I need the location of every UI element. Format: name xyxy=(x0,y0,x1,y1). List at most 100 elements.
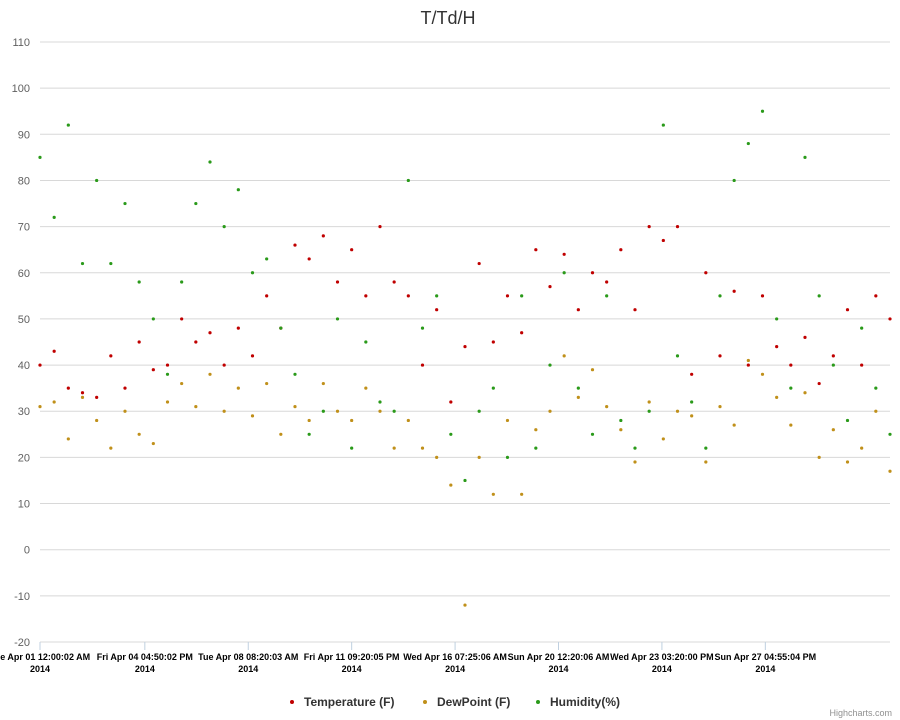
data-point[interactable] xyxy=(180,280,184,284)
data-point[interactable] xyxy=(845,460,850,464)
data-point[interactable] xyxy=(38,155,42,159)
data-point[interactable] xyxy=(406,294,410,298)
data-point[interactable] xyxy=(661,238,665,243)
data-point[interactable] xyxy=(208,160,212,164)
data-point[interactable] xyxy=(647,400,651,404)
data-point[interactable] xyxy=(420,326,425,330)
data-point[interactable] xyxy=(860,326,864,330)
data-point[interactable] xyxy=(208,331,212,335)
data-point[interactable] xyxy=(845,308,850,312)
data-point[interactable] xyxy=(321,409,325,413)
data-point[interactable] xyxy=(789,386,793,390)
data-point[interactable] xyxy=(335,317,340,321)
data-point[interactable] xyxy=(704,271,708,275)
data-point[interactable] xyxy=(222,363,226,367)
data-point[interactable] xyxy=(335,280,340,284)
data-point[interactable] xyxy=(562,252,566,256)
data-point[interactable] xyxy=(279,432,283,436)
data-point[interactable] xyxy=(194,201,198,206)
data-point[interactable] xyxy=(831,428,835,432)
legend-item[interactable]: Temperature (F) xyxy=(290,695,394,709)
data-point[interactable] xyxy=(760,109,765,113)
data-point[interactable] xyxy=(789,423,793,427)
data-point[interactable] xyxy=(406,178,410,183)
data-point[interactable] xyxy=(378,409,382,413)
data-point[interactable] xyxy=(491,340,495,344)
data-point[interactable] xyxy=(874,386,878,390)
data-point[interactable] xyxy=(95,395,99,399)
data-point[interactable] xyxy=(874,409,878,413)
data-point[interactable] xyxy=(321,234,325,238)
data-point[interactable] xyxy=(576,395,580,399)
data-point[interactable] xyxy=(364,340,368,344)
data-point[interactable] xyxy=(52,215,56,219)
data-point[interactable] xyxy=(590,271,595,275)
data-point[interactable] xyxy=(505,455,510,459)
data-point[interactable] xyxy=(449,483,453,487)
data-point[interactable] xyxy=(463,603,467,607)
data-point[interactable] xyxy=(194,405,198,409)
data-point[interactable] xyxy=(420,363,425,367)
data-point[interactable] xyxy=(619,428,623,432)
data-point[interactable] xyxy=(449,432,453,436)
data-point[interactable] xyxy=(548,285,552,289)
data-point[interactable] xyxy=(435,308,439,312)
data-point[interactable] xyxy=(619,248,623,252)
data-point[interactable] xyxy=(38,363,42,367)
data-point[interactable] xyxy=(307,257,311,261)
data-point[interactable] xyxy=(279,326,283,330)
data-point[interactable] xyxy=(307,418,311,423)
data-point[interactable] xyxy=(675,225,680,229)
data-point[interactable] xyxy=(449,400,453,404)
data-point[interactable] xyxy=(236,188,240,192)
data-point[interactable] xyxy=(95,418,99,423)
data-point[interactable] xyxy=(435,294,439,298)
legend-item[interactable]: DewPoint (F) xyxy=(423,695,510,709)
data-point[interactable] xyxy=(180,317,184,321)
data-point[interactable] xyxy=(293,372,297,376)
data-point[interactable] xyxy=(137,280,141,284)
data-point[interactable] xyxy=(123,409,127,413)
data-point[interactable] xyxy=(874,294,878,298)
data-point[interactable] xyxy=(435,455,439,459)
data-point[interactable] xyxy=(52,349,56,353)
data-point[interactable] xyxy=(378,400,382,404)
data-point[interactable] xyxy=(817,294,821,298)
data-point[interactable] xyxy=(732,423,736,427)
legend-item[interactable]: Humidity(%) xyxy=(536,695,620,709)
data-point[interactable] xyxy=(491,386,495,390)
data-point[interactable] xyxy=(123,201,127,206)
data-point[interactable] xyxy=(590,432,595,436)
data-point[interactable] xyxy=(534,428,538,432)
data-point[interactable] xyxy=(321,381,325,386)
data-point[interactable] xyxy=(576,308,580,312)
data-point[interactable] xyxy=(775,345,779,349)
data-point[interactable] xyxy=(222,409,226,413)
data-point[interactable] xyxy=(66,123,70,127)
data-point[interactable] xyxy=(732,289,736,293)
data-point[interactable] xyxy=(803,391,807,395)
data-point[interactable] xyxy=(718,354,722,358)
data-point[interactable] xyxy=(222,225,226,229)
data-point[interactable] xyxy=(675,354,680,358)
data-point[interactable] xyxy=(845,418,850,423)
data-point[interactable] xyxy=(265,294,269,298)
data-point[interactable] xyxy=(208,372,212,376)
data-point[interactable] xyxy=(420,446,425,450)
data-point[interactable] xyxy=(661,123,665,127)
data-point[interactable] xyxy=(746,363,750,367)
data-point[interactable] xyxy=(392,446,396,450)
data-point[interactable] xyxy=(605,294,609,298)
data-point[interactable] xyxy=(123,386,127,390)
data-point[interactable] xyxy=(803,335,807,339)
data-point[interactable] xyxy=(505,418,510,423)
data-point[interactable] xyxy=(364,386,368,390)
data-point[interactable] xyxy=(888,432,892,436)
data-point[interactable] xyxy=(775,395,779,399)
data-point[interactable] xyxy=(236,386,240,390)
credits-link[interactable]: Highcharts.com xyxy=(829,708,892,718)
data-point[interactable] xyxy=(80,395,85,399)
data-point[interactable] xyxy=(80,391,85,395)
data-point[interactable] xyxy=(165,372,170,376)
data-point[interactable] xyxy=(350,248,354,252)
